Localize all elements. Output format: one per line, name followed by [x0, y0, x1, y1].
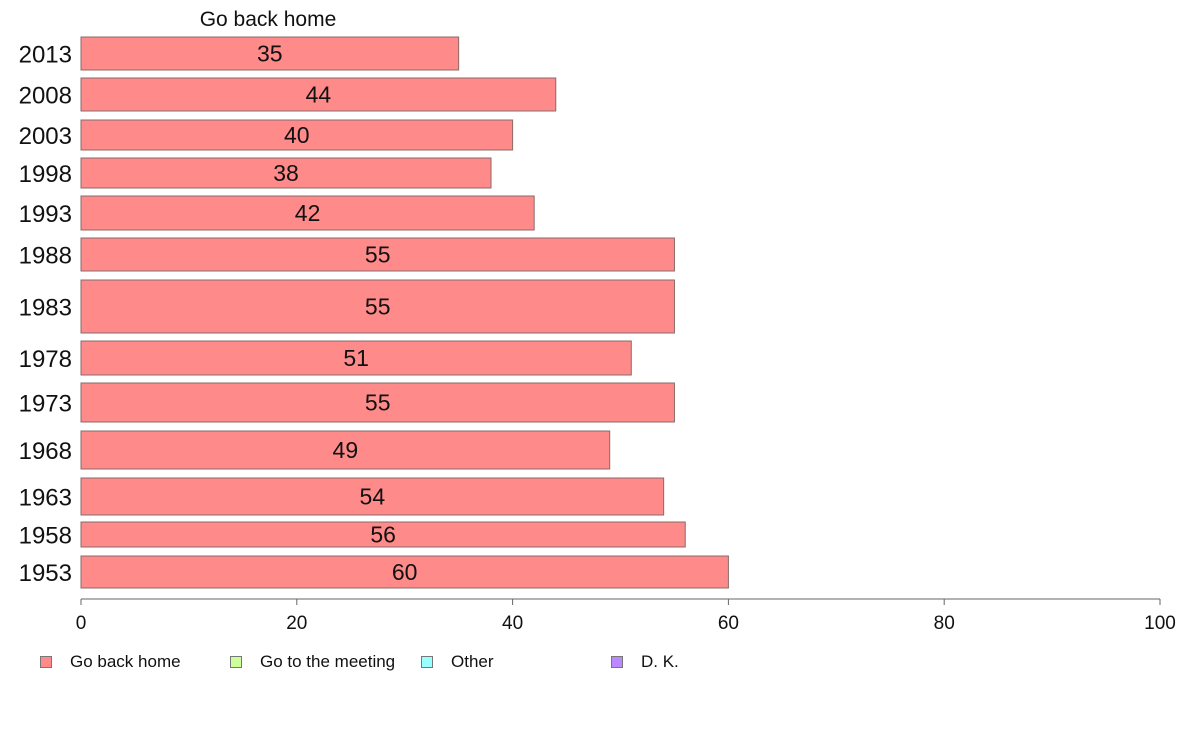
- x-tick-label-60: 60: [718, 613, 739, 634]
- data-label-1993: 42: [295, 200, 321, 226]
- data-label-2008: 44: [306, 82, 332, 108]
- bar-1978: [80, 340, 632, 376]
- y-tick-label-1993: 1993: [19, 201, 72, 228]
- legend-item-dk: D. K.: [611, 652, 679, 672]
- y-tick-label-2013: 2013: [19, 42, 72, 69]
- legend-label: D. K.: [641, 652, 679, 671]
- legend-item-go-to-the-meeting: Go to the meeting: [230, 652, 395, 672]
- bar-chart-svg: Go back home 35 2013 44 2008 40 2003 38 1998 42 19…: [19, 8, 1176, 634]
- data-label-1963: 54: [360, 484, 386, 510]
- bar-1998: [80, 157, 492, 189]
- legend-swatch-dk: [611, 656, 623, 668]
- y-tick-label-1963: 1963: [19, 485, 72, 512]
- data-label-1973: 55: [365, 390, 391, 416]
- bar-1988: [80, 237, 675, 272]
- x-tick-label-0: 0: [76, 613, 87, 634]
- y-tick-label-1983: 1983: [19, 295, 72, 322]
- data-label-2003: 40: [284, 122, 310, 148]
- bar-1993: [80, 195, 535, 231]
- legend-swatch-other: [421, 656, 433, 668]
- y-tick-label-2003: 2003: [19, 123, 72, 150]
- bar-1958: [80, 521, 686, 548]
- x-tick-label-80: 80: [934, 613, 955, 634]
- bar-2013: [80, 36, 460, 71]
- data-label-1998: 38: [273, 160, 299, 186]
- bar-1973: [80, 382, 675, 423]
- data-label-1983: 55: [365, 294, 391, 320]
- x-tick-label-100: 100: [1144, 613, 1176, 634]
- legend-item-go-back-home: Go back home: [40, 652, 181, 672]
- legend: Go back home Go to the meeting Other D. …: [40, 652, 940, 674]
- legend-label: Go back home: [70, 652, 181, 671]
- y-tick-label-2008: 2008: [19, 83, 72, 110]
- y-tick-label-1973: 1973: [19, 391, 72, 418]
- data-label-1953: 60: [392, 559, 418, 585]
- data-label-1988: 55: [365, 242, 391, 268]
- y-tick-label-1978: 1978: [19, 346, 72, 373]
- bar-2003: [80, 119, 514, 151]
- x-tick-label-20: 20: [286, 613, 307, 634]
- bar-1983: [80, 279, 675, 334]
- bar-1963: [80, 477, 665, 516]
- legend-item-other: Other: [421, 652, 494, 672]
- legend-swatch-go-back-home: [40, 656, 52, 668]
- y-tick-label-1968: 1968: [19, 438, 72, 465]
- bar-2008: [80, 77, 557, 112]
- legend-label: Other: [451, 652, 494, 671]
- legend-label: Go to the meeting: [260, 652, 396, 671]
- legend-swatch-go-to-the-meeting: [230, 656, 242, 668]
- data-label-2013: 35: [257, 41, 283, 67]
- y-tick-label-1998: 1998: [19, 161, 72, 188]
- chart-title: Go back home: [200, 8, 337, 31]
- data-label-1978: 51: [343, 345, 369, 371]
- x-tick-label-40: 40: [502, 613, 523, 634]
- data-label-1968: 49: [333, 437, 359, 463]
- y-tick-label-1988: 1988: [19, 243, 72, 270]
- y-tick-label-1958: 1958: [19, 523, 72, 550]
- bar-1968: [80, 430, 611, 470]
- data-label-1958: 56: [370, 522, 396, 548]
- y-tick-label-1953: 1953: [19, 560, 72, 587]
- bar-1953: [80, 555, 729, 589]
